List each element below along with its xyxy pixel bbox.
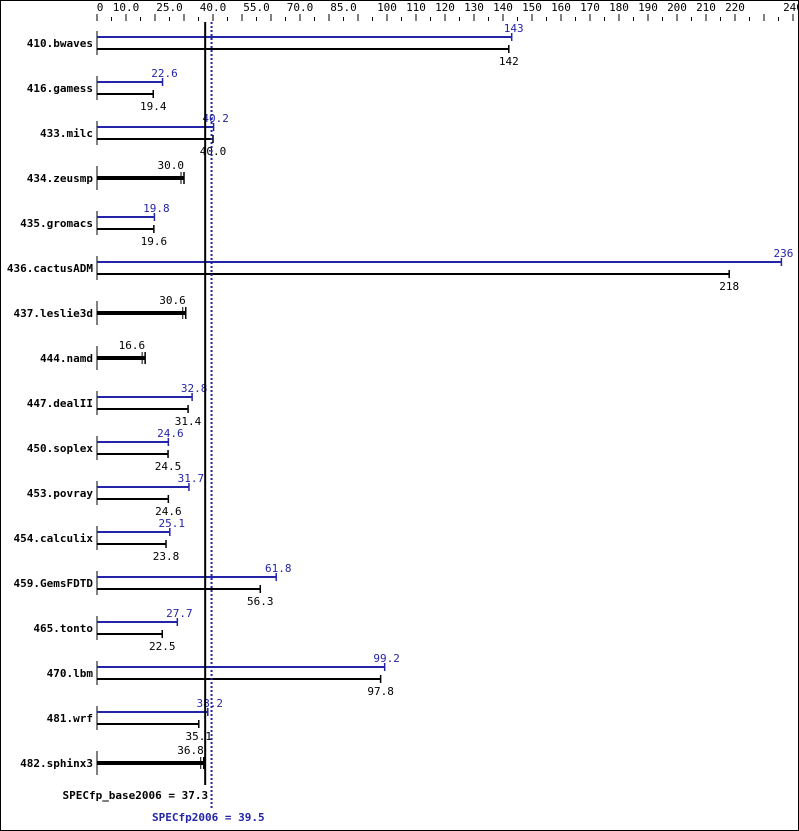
axis-tick-label: 220 xyxy=(725,1,745,14)
base-value-label: 30.0 xyxy=(158,159,185,172)
base-value-label: 22.5 xyxy=(149,640,176,653)
base-value-label: 97.8 xyxy=(367,685,394,698)
benchmark-label: 433.milc xyxy=(40,127,93,140)
base-value-label: 56.3 xyxy=(247,595,274,608)
axis-tick-label: 10.0 xyxy=(113,1,140,14)
benchmark-label: 434.zeusmp xyxy=(27,172,94,185)
base-value-label: 30.6 xyxy=(159,294,186,307)
axis-tick-label: 240 xyxy=(783,1,799,14)
benchmark-label: 482.sphinx3 xyxy=(20,757,93,770)
benchmark-label: 436.cactusADM xyxy=(7,262,93,275)
peak-value-label: 143 xyxy=(504,22,524,35)
peak-value-label: 61.8 xyxy=(265,562,292,575)
axis-tick-label: 140 xyxy=(493,1,513,14)
benchmark-label: 437.leslie3d xyxy=(14,307,93,320)
benchmark-label: 435.gromacs xyxy=(20,217,93,230)
base-value-label: 16.6 xyxy=(119,339,146,352)
base-value-label: 31.4 xyxy=(175,415,202,428)
peak-value-label: 24.6 xyxy=(157,427,184,440)
benchmark-label: 450.soplex xyxy=(27,442,94,455)
peak-value-label: 22.6 xyxy=(151,67,178,80)
axis-tick-label: 190 xyxy=(638,1,658,14)
benchmark-label: 447.dealII xyxy=(27,397,93,410)
benchmark-label: 453.povray xyxy=(27,487,94,500)
base-value-label: 24.6 xyxy=(155,505,182,518)
axis-tick-label: 70.0 xyxy=(287,1,314,14)
base-value-label: 142 xyxy=(499,55,519,68)
benchmark-label: 481.wrf xyxy=(47,712,93,725)
benchmark-label: 459.GemsFDTD xyxy=(14,577,94,590)
peak-value-label: 27.7 xyxy=(166,607,193,620)
benchmark-label: 465.tonto xyxy=(33,622,93,635)
peak-value-label: 40.2 xyxy=(202,112,229,125)
base-value-label: 36.8 xyxy=(177,744,204,757)
benchmark-label: 470.lbm xyxy=(47,667,94,680)
base-value-label: 40.0 xyxy=(200,145,227,158)
axis-tick-label: 40.0 xyxy=(200,1,227,14)
benchmark-label: 410.bwaves xyxy=(27,37,93,50)
peak-value-label: 38.2 xyxy=(197,697,224,710)
base-value-label: 218 xyxy=(719,280,739,293)
benchmark-label: 416.gamess xyxy=(27,82,93,95)
benchmark-label: 454.calculix xyxy=(14,532,94,545)
axis-tick-label: 85.0 xyxy=(330,1,357,14)
axis-tick-label: 210 xyxy=(696,1,716,14)
base-value-label: 19.4 xyxy=(140,100,167,113)
peak-value-label: 99.2 xyxy=(373,652,400,665)
axis-tick-label: 180 xyxy=(609,1,629,14)
peak-value-label: 31.7 xyxy=(178,472,205,485)
axis-tick-label: 120 xyxy=(435,1,455,14)
axis-tick-label: 110 xyxy=(406,1,426,14)
benchmark-label: 444.namd xyxy=(40,352,93,365)
peak-summary-label: SPECfp2006 = 39.5 xyxy=(152,811,265,824)
peak-value-label: 19.8 xyxy=(143,202,170,215)
base-summary-label: SPECfp_base2006 = 37.3 xyxy=(62,789,208,802)
base-value-label: 35.1 xyxy=(186,730,213,743)
axis-tick-label: 25.0 xyxy=(156,1,183,14)
peak-value-label: 236 xyxy=(773,247,793,260)
axis-tick-label: 100 xyxy=(377,1,397,14)
axis-tick-label: 170 xyxy=(580,1,600,14)
axis-tick-label: 0 xyxy=(97,1,104,14)
base-value-label: 23.8 xyxy=(153,550,180,563)
axis-tick-label: 200 xyxy=(667,1,687,14)
axis-tick-label: 150 xyxy=(522,1,542,14)
peak-value-label: 25.1 xyxy=(159,517,186,530)
axis-tick-label: 55.0 xyxy=(243,1,270,14)
base-value-label: 19.6 xyxy=(141,235,168,248)
peak-value-label: 32.8 xyxy=(181,382,208,395)
axis-tick-label: 160 xyxy=(551,1,571,14)
base-value-label: 24.5 xyxy=(155,460,182,473)
axis-tick-label: 130 xyxy=(464,1,484,14)
